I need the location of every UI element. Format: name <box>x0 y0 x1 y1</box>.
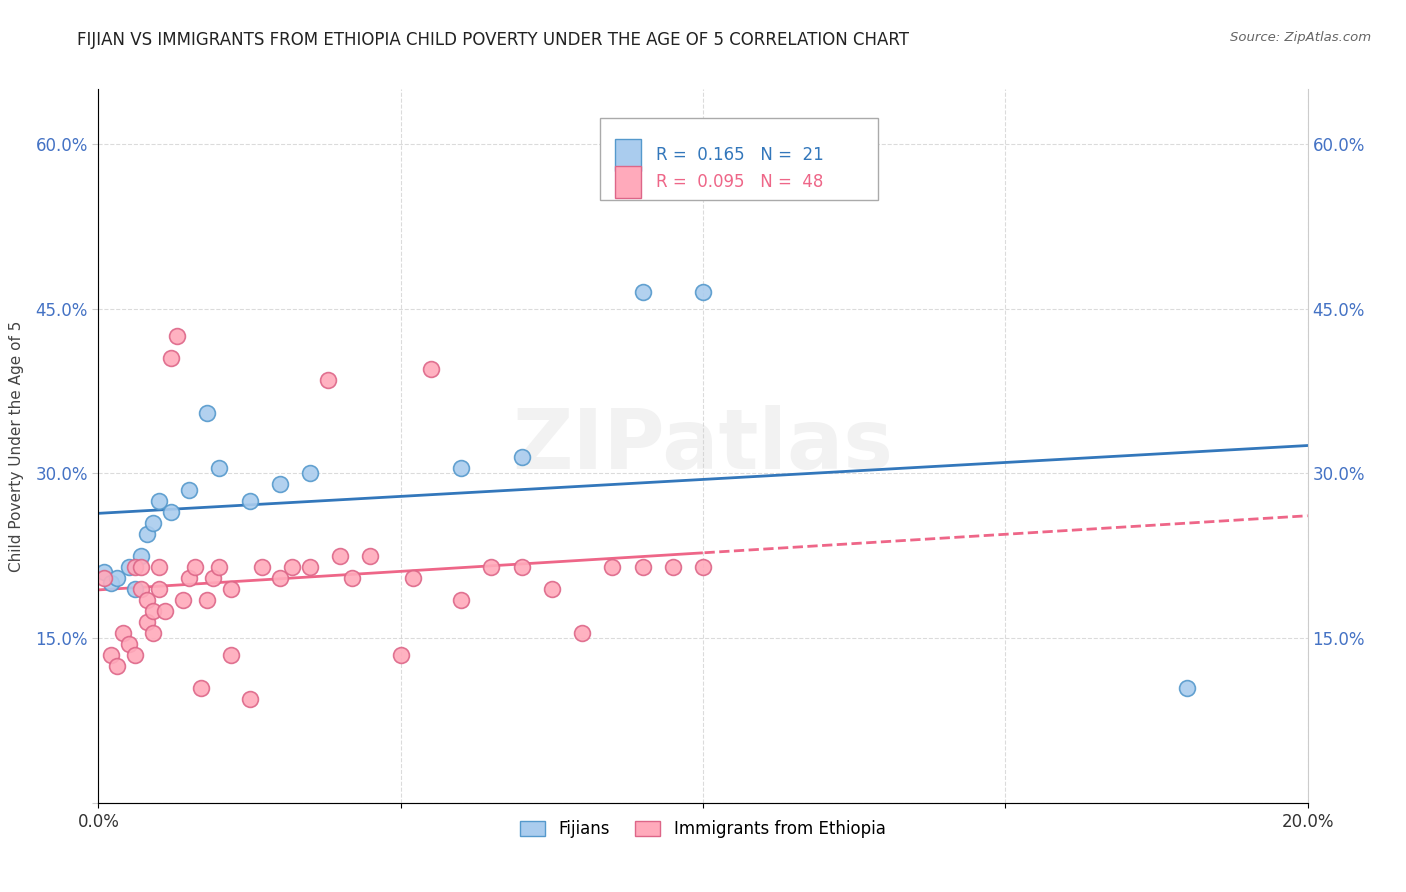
Point <box>195 592 218 607</box>
Point <box>148 494 170 508</box>
Point <box>172 592 194 607</box>
Point <box>135 592 157 607</box>
Point <box>129 549 152 563</box>
Point <box>100 576 122 591</box>
Point <box>184 559 207 574</box>
Point <box>571 625 593 640</box>
Point <box>148 582 170 596</box>
Point <box>661 559 683 574</box>
Text: R =  0.095   N =  48: R = 0.095 N = 48 <box>655 173 824 191</box>
Point <box>481 559 503 574</box>
Point <box>111 625 134 640</box>
Text: Source: ZipAtlas.com: Source: ZipAtlas.com <box>1230 31 1371 45</box>
Point <box>129 582 152 596</box>
Point <box>179 483 201 497</box>
Point <box>142 625 165 640</box>
Y-axis label: Child Poverty Under the Age of 5: Child Poverty Under the Age of 5 <box>10 320 24 572</box>
Bar <box>614 138 641 170</box>
Point <box>402 571 425 585</box>
Point <box>360 549 382 563</box>
Point <box>510 559 533 574</box>
Point <box>129 559 152 574</box>
Point <box>1175 681 1198 695</box>
Point <box>135 615 157 629</box>
Point <box>190 681 212 695</box>
Point <box>299 559 322 574</box>
Point <box>160 351 183 366</box>
Point <box>389 648 412 662</box>
Point <box>316 373 339 387</box>
Point <box>221 582 243 596</box>
Point <box>692 285 714 300</box>
Point <box>221 648 243 662</box>
Point <box>118 637 141 651</box>
Point <box>342 571 364 585</box>
Point <box>166 329 188 343</box>
Point <box>118 559 141 574</box>
Point <box>105 571 128 585</box>
Point <box>148 559 170 574</box>
Point <box>142 516 165 530</box>
Point <box>105 658 128 673</box>
Point <box>631 285 654 300</box>
Bar <box>600 118 879 200</box>
Text: R =  0.165   N =  21: R = 0.165 N = 21 <box>655 145 824 163</box>
Point <box>239 691 262 706</box>
Point <box>510 450 533 464</box>
Point <box>208 461 231 475</box>
Point <box>208 559 231 574</box>
Point <box>269 571 291 585</box>
Point <box>124 648 146 662</box>
Point <box>602 559 624 574</box>
Point <box>160 505 183 519</box>
Point <box>420 362 443 376</box>
Point <box>100 648 122 662</box>
Point <box>269 477 291 491</box>
Point <box>142 604 165 618</box>
Point <box>450 592 472 607</box>
Point <box>281 559 304 574</box>
Point <box>135 526 157 541</box>
Point <box>692 559 714 574</box>
Point <box>250 559 273 574</box>
Legend: Fijians, Immigrants from Ethiopia: Fijians, Immigrants from Ethiopia <box>513 814 893 845</box>
Point <box>239 494 262 508</box>
Text: ZIPatlas: ZIPatlas <box>513 406 893 486</box>
Point <box>202 571 225 585</box>
Point <box>450 461 472 475</box>
Point <box>124 582 146 596</box>
Point <box>329 549 352 563</box>
Point <box>153 604 176 618</box>
Text: FIJIAN VS IMMIGRANTS FROM ETHIOPIA CHILD POVERTY UNDER THE AGE OF 5 CORRELATION : FIJIAN VS IMMIGRANTS FROM ETHIOPIA CHILD… <box>77 31 910 49</box>
Point <box>631 559 654 574</box>
Point <box>179 571 201 585</box>
Bar <box>614 166 641 198</box>
Point <box>299 467 322 481</box>
Point <box>93 571 115 585</box>
Point <box>124 559 146 574</box>
Point <box>195 406 218 420</box>
Point <box>93 566 115 580</box>
Point <box>540 582 562 596</box>
